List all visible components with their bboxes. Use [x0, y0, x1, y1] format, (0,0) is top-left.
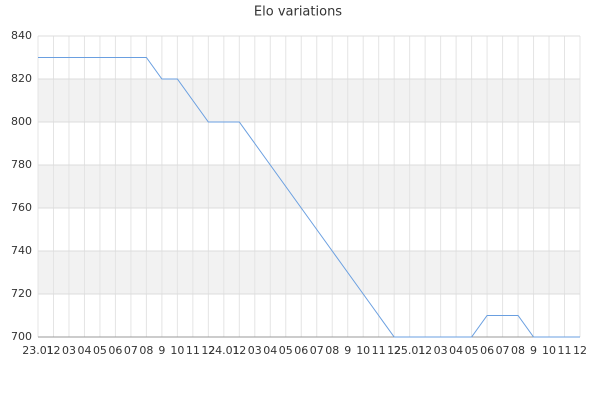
line-series: [38, 57, 580, 338]
chart-title: Elo variations: [254, 5, 342, 20]
y-tick-label: 780: [11, 158, 32, 171]
x-tick-label: 9: [344, 344, 351, 357]
x-tick-label: 05: [279, 344, 293, 357]
x-tick-label: 11: [558, 344, 572, 357]
x-tick-label: 06: [480, 344, 494, 357]
x-tick-label: 04: [263, 344, 277, 357]
x-tick-label: 10: [170, 344, 184, 357]
x-tick-label: 08: [325, 344, 339, 357]
x-tick-label: 25.01: [394, 344, 426, 357]
y-tick-label: 760: [11, 201, 32, 214]
plot-band: [38, 251, 580, 294]
x-tick-label: 03: [434, 344, 448, 357]
x-tick-label: 9: [530, 344, 537, 357]
x-tick-label: 24.01: [208, 344, 240, 357]
y-tick-label: 820: [11, 72, 32, 85]
plot-band: [38, 165, 580, 208]
x-tick-label: 04: [449, 344, 463, 357]
x-tick-label: 06: [108, 344, 122, 357]
x-tick-label: 04: [77, 344, 91, 357]
x-tick-label: 07: [124, 344, 138, 357]
x-tick-label: 08: [139, 344, 153, 357]
plot-band: [38, 79, 580, 122]
y-tick-label: 700: [11, 330, 32, 343]
y-tick-label: 720: [11, 287, 32, 300]
x-tick-label: 12: [387, 344, 401, 357]
y-tick-label: 740: [11, 244, 32, 257]
x-tick-label: 10: [356, 344, 370, 357]
x-tick-label: 9: [158, 344, 165, 357]
x-tick-label: 12: [418, 344, 432, 357]
y-tick-label: 800: [11, 115, 32, 128]
y-tick-label: 840: [11, 29, 32, 42]
x-tick-label: 03: [248, 344, 262, 357]
x-tick-label: 07: [310, 344, 324, 357]
x-tick-label: 12: [573, 344, 587, 357]
x-tick-label: 12: [232, 344, 246, 357]
x-tick-label: 12: [46, 344, 60, 357]
x-tick-label: 06: [294, 344, 308, 357]
x-tick-label: 11: [372, 344, 386, 357]
x-tick-label: 05: [93, 344, 107, 357]
x-tick-label: 08: [511, 344, 525, 357]
x-tick-label: 05: [465, 344, 479, 357]
x-tick-label: 23.01: [22, 344, 54, 357]
x-tick-label: 07: [496, 344, 510, 357]
x-tick-label: 11: [186, 344, 200, 357]
x-tick-label: 12: [201, 344, 215, 357]
x-tick-label: 03: [62, 344, 76, 357]
x-tick-label: 10: [542, 344, 556, 357]
